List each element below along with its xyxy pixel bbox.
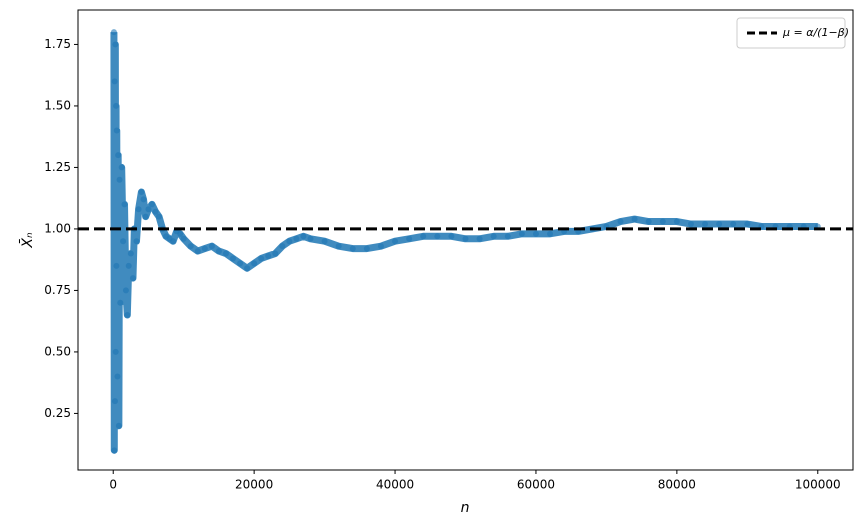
point bbox=[307, 235, 314, 242]
point bbox=[113, 262, 120, 269]
point bbox=[547, 230, 554, 237]
point bbox=[300, 233, 307, 240]
point bbox=[448, 233, 455, 240]
point bbox=[138, 189, 145, 196]
point bbox=[127, 250, 134, 257]
x-tick-label: 60000 bbox=[517, 478, 555, 492]
point bbox=[170, 238, 177, 245]
point bbox=[112, 41, 119, 48]
point bbox=[156, 213, 163, 220]
y-tick-label: 1.50 bbox=[44, 98, 71, 112]
point bbox=[265, 252, 272, 259]
point bbox=[116, 176, 123, 183]
point bbox=[122, 287, 129, 294]
point bbox=[279, 243, 286, 250]
y-tick-label: 0.50 bbox=[44, 344, 71, 358]
legend-box bbox=[736, 17, 846, 49]
point bbox=[133, 238, 140, 245]
point bbox=[744, 221, 751, 228]
point bbox=[258, 255, 265, 262]
point bbox=[244, 265, 251, 272]
legend-label: μ = α/(1−β) bbox=[782, 26, 849, 39]
point bbox=[115, 152, 122, 159]
point bbox=[462, 235, 469, 242]
point bbox=[112, 348, 119, 355]
point bbox=[180, 235, 187, 242]
point bbox=[420, 233, 427, 240]
point bbox=[110, 29, 117, 36]
point bbox=[286, 238, 293, 245]
point bbox=[129, 275, 136, 282]
point bbox=[114, 373, 121, 380]
point bbox=[124, 312, 131, 319]
point bbox=[113, 102, 120, 109]
point bbox=[321, 238, 328, 245]
point bbox=[377, 243, 384, 250]
y-tick-label: 0.75 bbox=[44, 283, 71, 297]
point bbox=[490, 233, 497, 240]
x-tick-label: 80000 bbox=[658, 478, 696, 492]
point bbox=[687, 221, 694, 228]
point bbox=[201, 245, 208, 252]
point bbox=[135, 206, 142, 213]
y-tick-label: 1.75 bbox=[44, 37, 71, 51]
point bbox=[518, 230, 525, 237]
point bbox=[272, 250, 279, 257]
x-axis-label: n bbox=[461, 500, 470, 516]
point bbox=[222, 250, 229, 257]
point bbox=[532, 230, 539, 237]
point bbox=[118, 164, 125, 171]
point bbox=[659, 218, 666, 225]
x-tick-label: 0 bbox=[109, 478, 117, 492]
point bbox=[111, 398, 118, 405]
point bbox=[434, 233, 441, 240]
point bbox=[363, 245, 370, 252]
point bbox=[631, 216, 638, 223]
point bbox=[716, 221, 723, 228]
point bbox=[113, 127, 120, 134]
point bbox=[111, 78, 118, 85]
point bbox=[645, 218, 652, 225]
y-axis-label: X̄ₙ bbox=[18, 232, 36, 249]
x-tick-label: 40000 bbox=[376, 478, 414, 492]
point bbox=[702, 221, 709, 228]
point bbox=[208, 243, 215, 250]
y-tick-label: 0.25 bbox=[44, 406, 71, 420]
point bbox=[111, 447, 118, 454]
point bbox=[392, 238, 399, 245]
y-tick-label: 1.25 bbox=[44, 160, 71, 174]
point bbox=[145, 206, 152, 213]
point bbox=[215, 248, 222, 255]
point bbox=[125, 262, 132, 269]
point bbox=[476, 235, 483, 242]
point bbox=[237, 260, 244, 267]
point bbox=[142, 213, 149, 220]
x-tick-label: 20000 bbox=[235, 478, 273, 492]
axes-frame bbox=[77, 9, 854, 471]
point bbox=[617, 218, 624, 225]
point bbox=[673, 218, 680, 225]
point bbox=[121, 201, 128, 208]
point bbox=[117, 299, 124, 306]
y-tick-label: 1.00 bbox=[44, 221, 71, 235]
point bbox=[230, 255, 236, 262]
point bbox=[120, 238, 127, 245]
point bbox=[115, 422, 122, 429]
point bbox=[251, 260, 258, 267]
point bbox=[140, 196, 147, 203]
point bbox=[293, 235, 300, 242]
x-tick-label: 100000 bbox=[795, 478, 841, 492]
point bbox=[152, 208, 159, 215]
point bbox=[406, 235, 413, 242]
point bbox=[504, 233, 511, 240]
point bbox=[177, 230, 184, 237]
point bbox=[335, 243, 342, 250]
point bbox=[194, 248, 201, 255]
point bbox=[730, 221, 737, 228]
point bbox=[187, 243, 194, 250]
point bbox=[349, 245, 356, 252]
point bbox=[148, 201, 155, 208]
